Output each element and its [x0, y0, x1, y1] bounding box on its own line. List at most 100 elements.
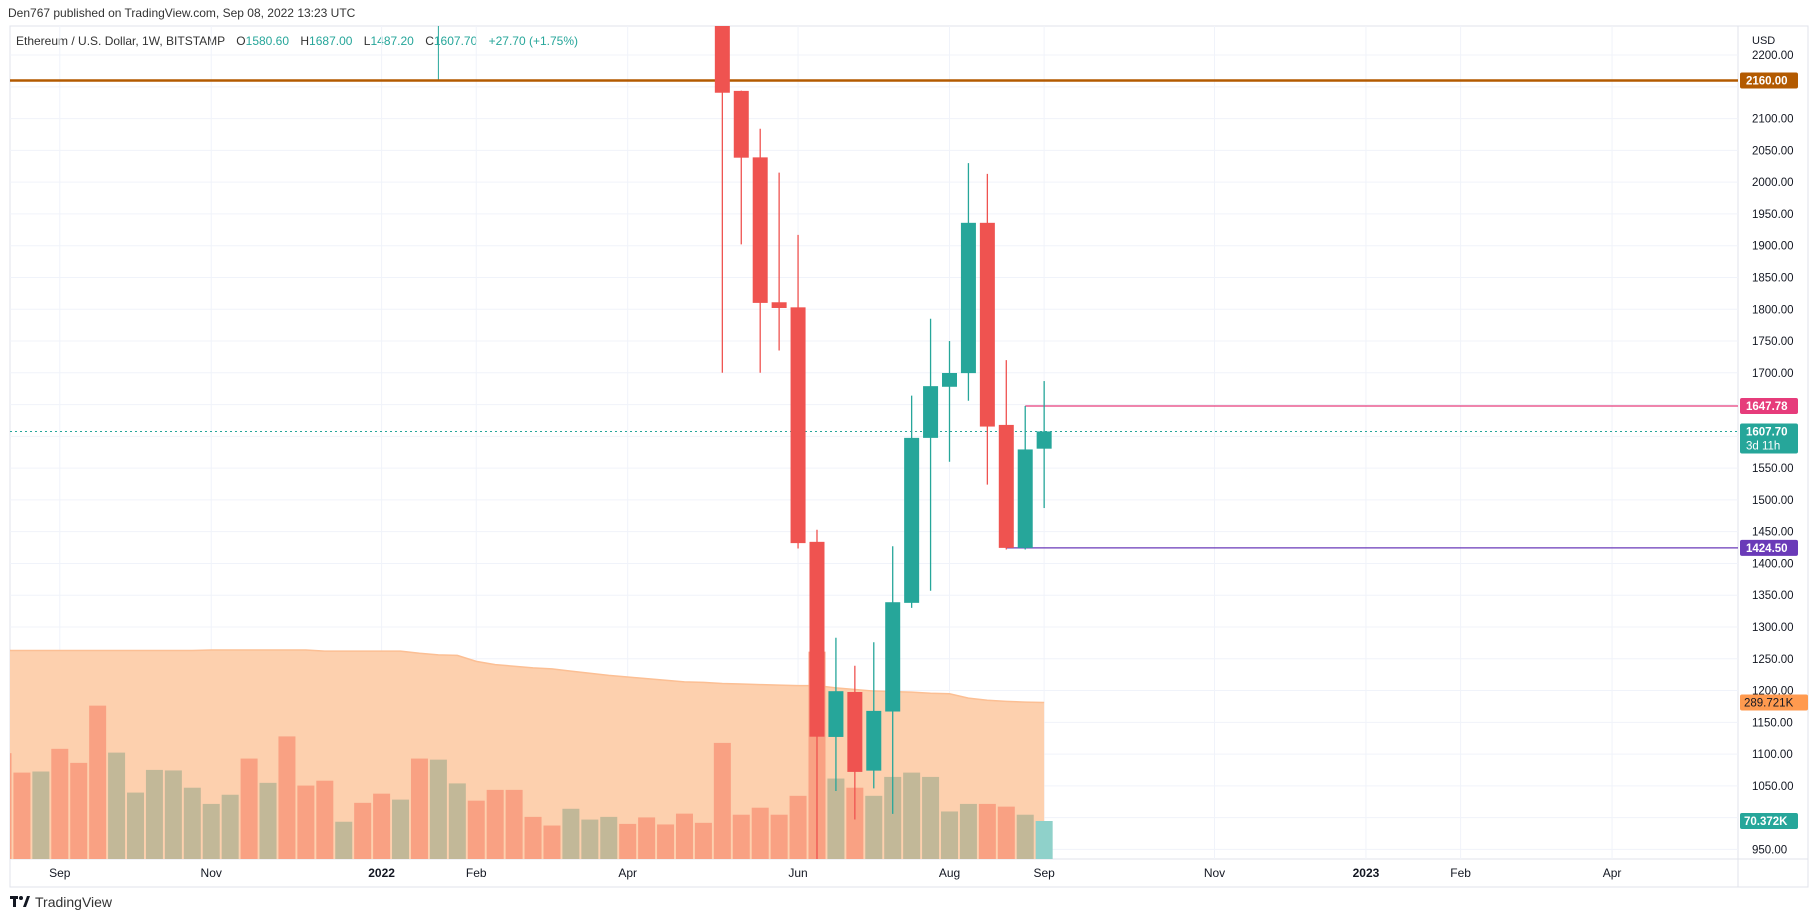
volume-bar: [297, 785, 315, 859]
volume-bar: [789, 795, 807, 859]
y-tick-label: 1050.00: [1752, 781, 1794, 793]
price-badge-bg: [1740, 539, 1798, 556]
current-price-badge: 1607.70: [1746, 426, 1788, 438]
chart-frame: [9, 25, 1809, 888]
price-badge-bg: [1740, 397, 1798, 414]
volume-bar: [354, 802, 372, 859]
y-tick-label: 1750.00: [1752, 336, 1794, 348]
symbol-name[interactable]: Ethereum / U.S. Dollar, 1W, BITSTAMP: [16, 34, 225, 48]
volume-bar: [657, 824, 675, 859]
x-tick-label: 2023: [1353, 866, 1380, 880]
x-tick-label: Nov: [1204, 866, 1225, 880]
candle-body: [942, 372, 957, 387]
volume-bar: [89, 705, 107, 859]
volume-bar: [997, 806, 1015, 859]
candle-body: [979, 222, 995, 427]
candle-body: [733, 90, 749, 158]
volume-bar: [392, 799, 410, 859]
volume-bar: [278, 736, 296, 859]
y-tick-label: 1200.00: [1752, 686, 1794, 698]
y-tick-label: 1500.00: [1752, 495, 1794, 507]
change-value: +27.70 (+1.75%): [488, 34, 579, 48]
volume-bar: [486, 789, 504, 859]
volume-bar: [694, 822, 712, 859]
y-tick-label: 2100.00: [1752, 114, 1794, 126]
volume-bar: [202, 803, 220, 859]
volume-bar: [410, 758, 428, 859]
candle-body: [752, 157, 768, 303]
volume-bar: [32, 771, 50, 859]
symbol-legend: Ethereum / U.S. Dollar, 1W, BITSTAMP O15…: [16, 34, 578, 48]
y-tick-label: 950.00: [1752, 844, 1787, 856]
volume-bar: [846, 787, 864, 859]
volume-bar: [562, 808, 580, 859]
open-key: O: [236, 34, 246, 48]
volume-bar: [183, 787, 201, 859]
y-tick-label: 1900.00: [1752, 241, 1794, 253]
candle-body: [885, 602, 901, 712]
volume-badge-bg: [1740, 812, 1798, 829]
high-key: H: [300, 34, 310, 48]
volume-bar: [959, 803, 977, 859]
y-tick-label: 1700.00: [1752, 368, 1794, 380]
currency-label: USD: [1752, 35, 1775, 47]
volume-bar: [448, 783, 466, 859]
volume-bar: [51, 748, 69, 859]
price-badge: 1424.50: [1746, 543, 1788, 555]
y-tick-label: 2000.00: [1752, 177, 1794, 189]
x-tick-label: Apr: [1603, 866, 1622, 880]
volume-bar: [429, 759, 447, 859]
volume-bar: [335, 821, 353, 859]
candle-body: [714, 26, 730, 93]
volume-bar: [70, 762, 88, 859]
high-value: 1687.00: [309, 34, 353, 48]
candle-body: [1036, 431, 1052, 449]
candle-body: [771, 302, 787, 308]
volume-bar: [127, 792, 145, 859]
volume-bar: [732, 814, 750, 859]
candle-body: [960, 222, 976, 374]
footer-brand[interactable]: TradingView: [35, 894, 113, 910]
volume-bar: [543, 825, 561, 859]
volume-bar: [221, 794, 239, 859]
y-tick-label: 1400.00: [1752, 558, 1794, 570]
volume-bar: [675, 813, 693, 859]
y-tick-label: 2050.00: [1752, 145, 1794, 157]
y-tick-label: 1850.00: [1752, 272, 1794, 284]
x-tick-label: Apr: [618, 866, 637, 880]
y-tick-label: 1250.00: [1752, 654, 1794, 666]
y-tick-label: 2200.00: [1752, 50, 1794, 62]
volume-bar: [600, 816, 618, 859]
volume-bar: [13, 772, 31, 859]
y-tick-label: 1350.00: [1752, 590, 1794, 602]
volume-bar: [240, 758, 258, 859]
candle-body: [828, 691, 844, 737]
y-tick-label: 1950.00: [1752, 209, 1794, 221]
volume-bar: [259, 782, 277, 859]
price-badge: 2160.00: [1746, 75, 1788, 87]
volume-bar: [827, 778, 845, 859]
candle-body: [790, 307, 806, 544]
footer: TradingView: [10, 894, 112, 910]
y-tick-label: 1450.00: [1752, 527, 1794, 539]
volume-bar: [373, 793, 391, 859]
x-tick-label: Sep: [49, 866, 71, 880]
plot-area: [10, 26, 1738, 859]
y-tick-label: 1150.00: [1752, 717, 1793, 729]
candle-body: [998, 424, 1014, 548]
volume-bar: [10, 753, 12, 859]
candle-body: [1017, 449, 1033, 548]
volume-bar: [884, 776, 902, 859]
volume-bar: [1016, 814, 1034, 859]
candle-body: [923, 386, 939, 438]
x-tick-label: Jun: [788, 866, 807, 880]
x-tick-label: Nov: [201, 866, 222, 880]
price-badge-bg: [1740, 72, 1798, 89]
volume-bar: [922, 776, 940, 859]
volume-bar: [903, 772, 921, 859]
x-tick-label: Sep: [1033, 866, 1055, 880]
volume-bar: [467, 800, 485, 859]
price-badge: 1647.78: [1746, 401, 1788, 413]
y-tick-label: 1550.00: [1752, 463, 1794, 475]
